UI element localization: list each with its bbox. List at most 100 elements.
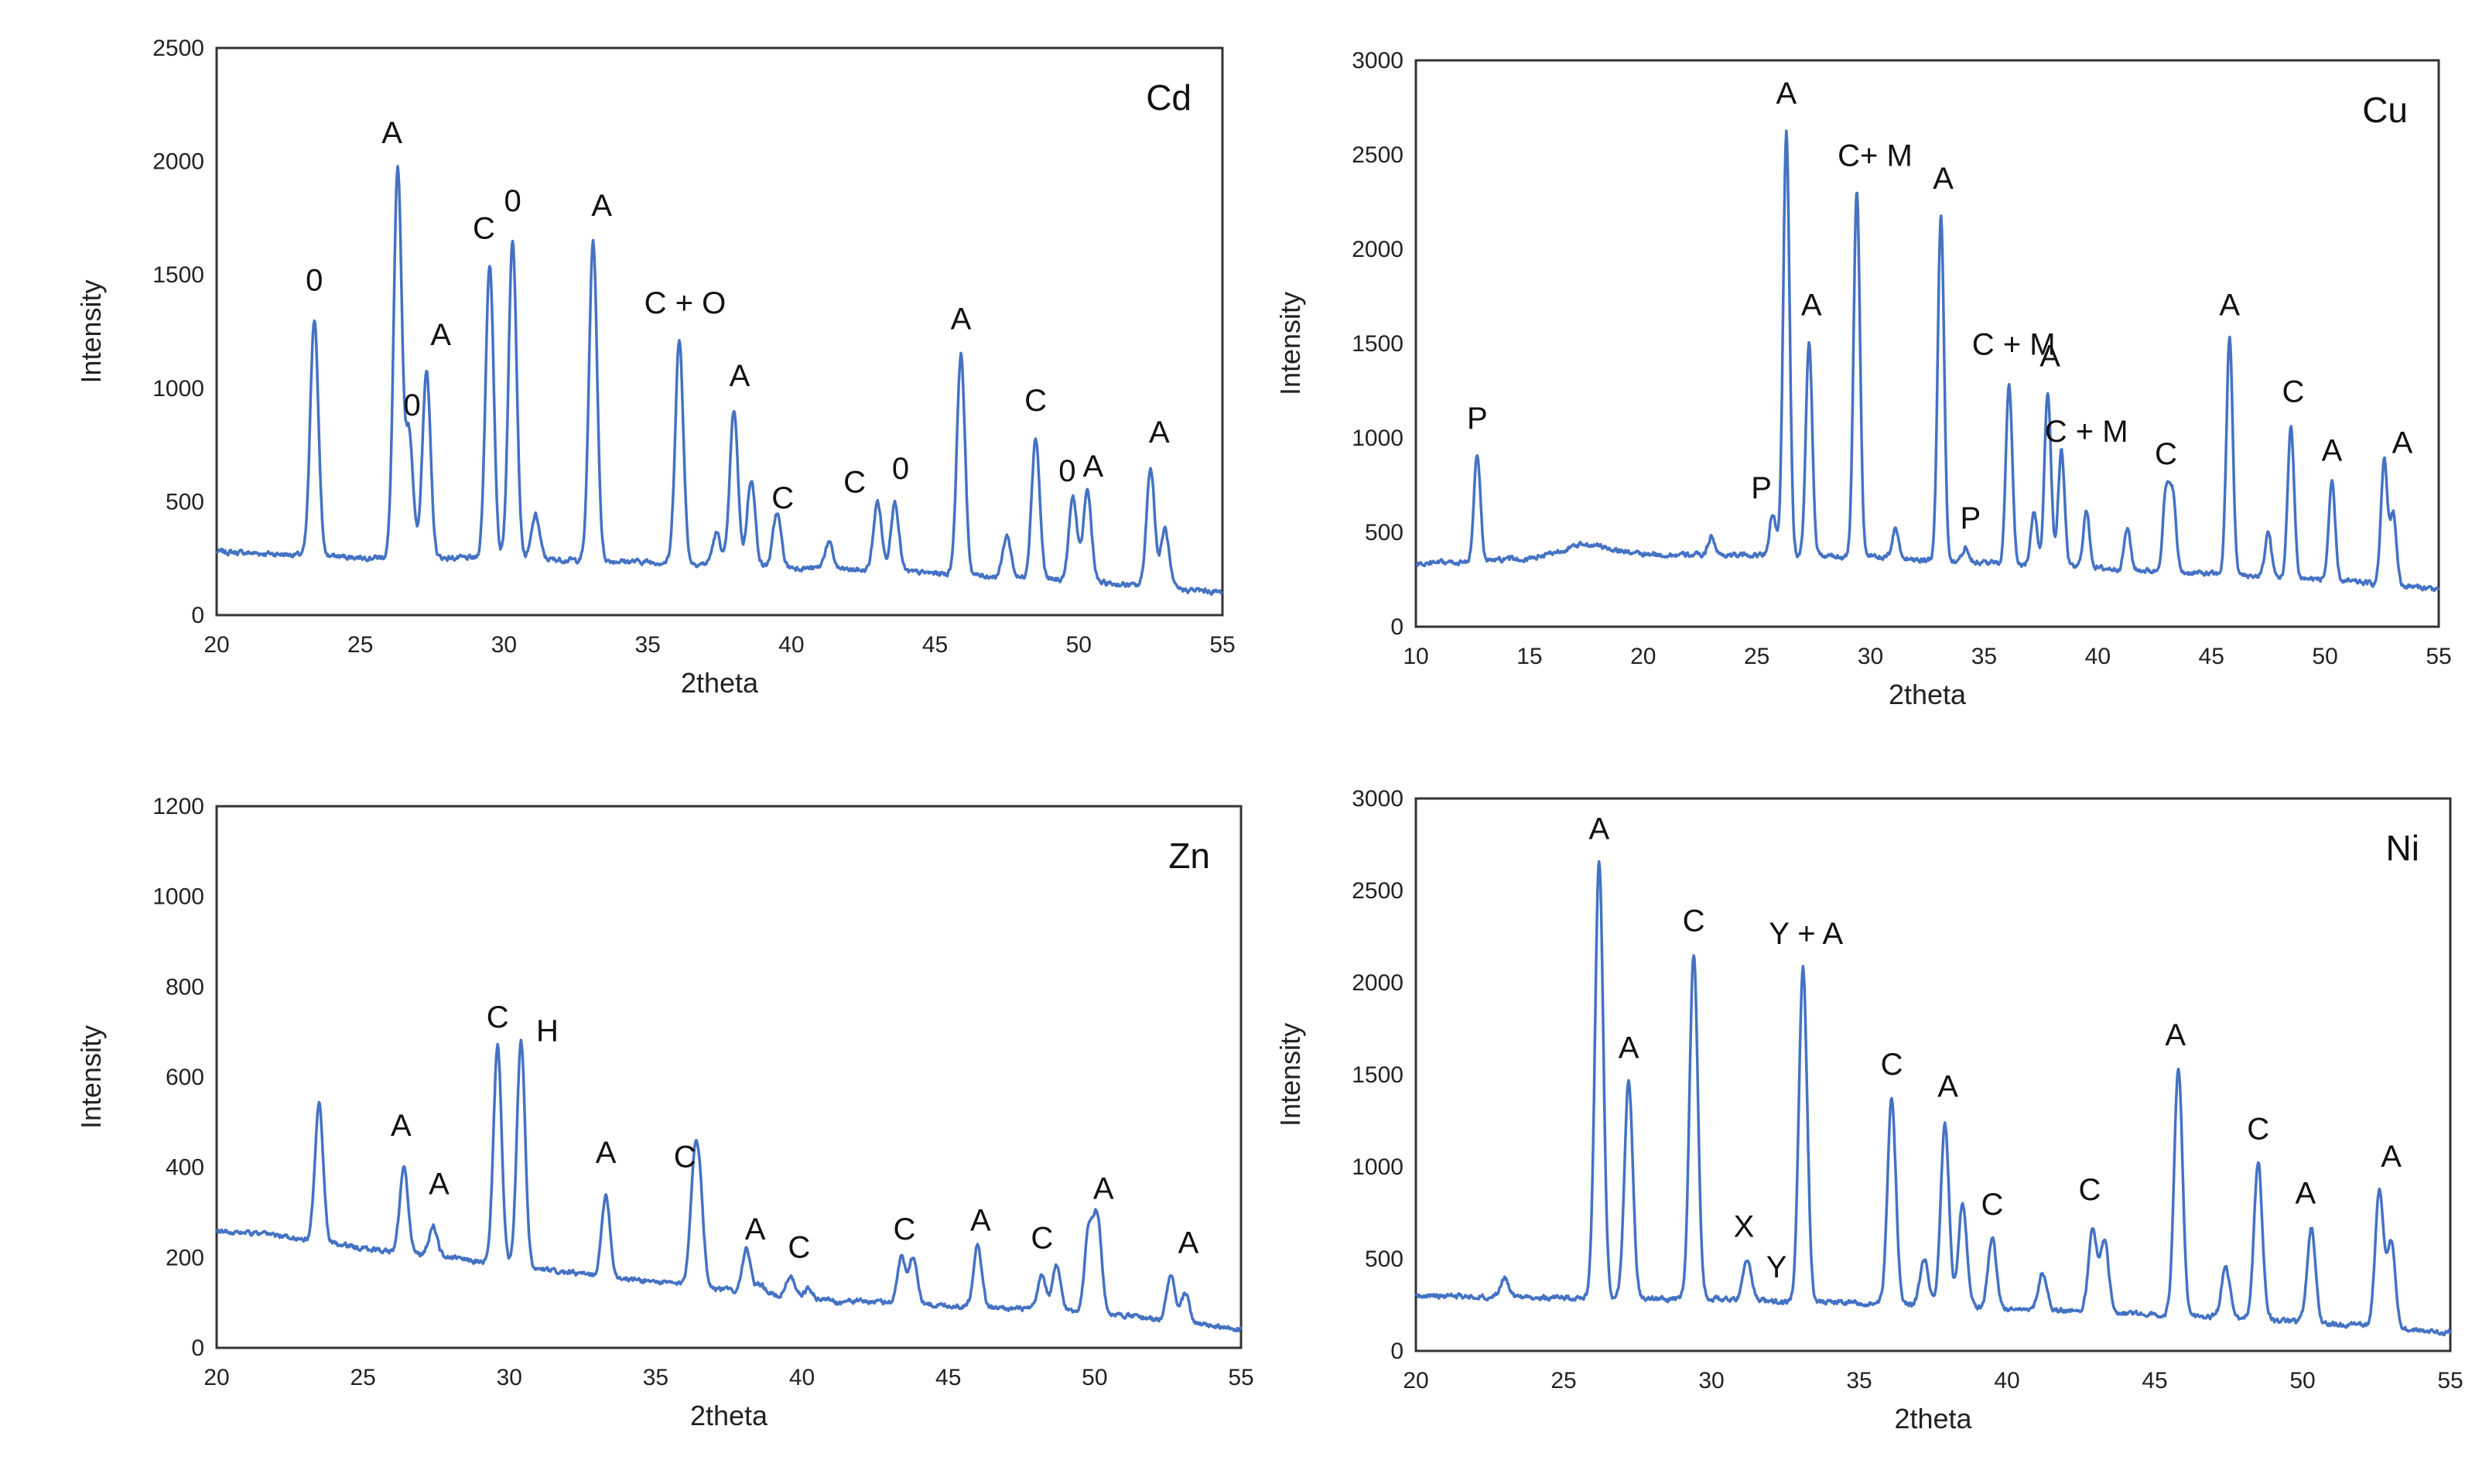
plot-frame: [1414, 797, 2452, 1352]
peak-annotation: C + O: [644, 286, 727, 320]
peak-annotation: 0: [1058, 454, 1075, 488]
y-tick-label: 2000: [1352, 237, 1403, 262]
peak-annotation: 0: [306, 264, 323, 298]
x-tick-label: 55: [2426, 644, 2451, 669]
y-axis-label: Intensity: [75, 279, 107, 383]
peak-annotation: C + M: [1972, 328, 2056, 362]
x-axis-label: 2theta: [681, 667, 759, 699]
chart-title: Ni: [2386, 828, 2419, 868]
x-tick-label: 10: [1403, 644, 1428, 669]
peak-annotation: P: [1751, 471, 1772, 505]
y-tick-label: 500: [1365, 520, 1403, 545]
peak-annotation: A: [2381, 1140, 2402, 1174]
peak-annotation: A: [2295, 1177, 2316, 1211]
x-tick-label: 30: [1698, 1368, 1724, 1393]
chart-title: Zn: [1168, 836, 1210, 876]
x-tick-label: 50: [1066, 632, 1092, 658]
y-tick-label: 0: [1390, 1339, 1403, 1364]
x-tick-label: 55: [1228, 1365, 1253, 1390]
x-tick-label: 25: [1744, 644, 1769, 669]
peak-annotation: H: [536, 1014, 559, 1048]
plot-frame: [215, 805, 1243, 1349]
x-tick-label: 40: [778, 632, 804, 658]
x-tick-label: 45: [922, 632, 948, 658]
peak-annotation: C: [1881, 1048, 1903, 1082]
peak-annotation: A: [1588, 812, 1609, 846]
y-tick-label: 1000: [152, 884, 204, 910]
peak-annotation: A: [1937, 1070, 1958, 1104]
peak-annotation: A: [2165, 1018, 2186, 1052]
x-tick-label: 40: [1994, 1368, 2019, 1393]
x-tick-label: 50: [2289, 1368, 2315, 1393]
peak-annotation: A: [1083, 450, 1104, 484]
x-tick-label: 25: [1550, 1368, 1576, 1393]
x-tick-label: 55: [1209, 632, 1235, 658]
peak-annotation: C: [1683, 904, 1705, 938]
y-axis-label: Intensity: [1274, 1023, 1306, 1127]
x-tick-label: 30: [491, 632, 517, 658]
peak-annotation: C: [771, 481, 794, 515]
peak-annotation: 0: [504, 184, 521, 218]
chart-cu: 0 500 1000 1500 2000 2500 3000 10 15 20 25 30 35 40 45…: [1274, 48, 2452, 710]
plot-frame: [215, 46, 1224, 617]
peak-annotation: 0: [403, 388, 420, 422]
x-tick-label: 50: [1082, 1365, 1107, 1390]
peak-annotation: C: [894, 1212, 916, 1246]
x-tick-label: 15: [1516, 644, 1542, 669]
y-tick-label: 2500: [1352, 878, 1403, 904]
peak-annotation: A: [1933, 162, 1954, 196]
y-tick-label: 1200: [152, 794, 204, 819]
peak-annotation: A: [1619, 1031, 1639, 1065]
peak-annotation: 0: [892, 452, 909, 486]
y-tick-label: 500: [1365, 1246, 1403, 1272]
peak-annotation: C: [1024, 384, 1047, 418]
x-tick-label: 45: [935, 1365, 961, 1390]
x-tick-label: 20: [1630, 644, 1656, 669]
x-tick-label: 20: [203, 1365, 229, 1390]
y-tick-label: 1500: [152, 262, 204, 288]
x-axis-label: 2theta: [1894, 1403, 1972, 1434]
peak-annotation: C: [473, 211, 495, 245]
x-tick-label: 35: [634, 632, 660, 658]
peak-annotation: A: [2322, 433, 2343, 467]
peak-annotation: C: [674, 1140, 696, 1175]
y-axis-label: Intensity: [1274, 292, 1306, 395]
peak-annotation: C + M: [2045, 415, 2128, 449]
x-axis-label: 2theta: [690, 1400, 768, 1431]
y-tick-label: 600: [166, 1065, 204, 1090]
peak-annotation: P: [1960, 501, 1981, 535]
peak-annotation: Y + A: [1769, 917, 1843, 951]
chart-title: Cd: [1146, 77, 1192, 118]
peak-annotation: C: [788, 1230, 810, 1264]
xrd-trace-line: [215, 165, 1224, 596]
peak-annotation: A: [970, 1203, 991, 1237]
peak-annotation: A: [1093, 1172, 1114, 1206]
peak-annotation: C: [843, 466, 866, 500]
x-tick-label: 40: [2085, 644, 2111, 669]
peak-annotation: A: [391, 1109, 412, 1143]
x-tick-label: 20: [1403, 1368, 1428, 1393]
xrd-trace-line: [1415, 129, 2440, 593]
y-tick-label: 1500: [1352, 1062, 1403, 1088]
peak-annotation: C+ M: [1838, 139, 1913, 173]
y-tick-label: 500: [166, 489, 204, 515]
peak-annotation: A: [429, 1168, 450, 1202]
y-tick-label: 200: [166, 1245, 204, 1270]
peak-annotation: A: [745, 1212, 766, 1246]
xrd-trace-line: [1414, 860, 2452, 1337]
peak-annotation: A: [1149, 415, 1170, 450]
x-tick-label: 30: [1858, 644, 1883, 669]
x-tick-label: 25: [350, 1365, 375, 1390]
x-tick-label: 40: [789, 1365, 815, 1390]
y-tick-label: 3000: [1352, 48, 1403, 74]
chart-title: Cu: [2362, 90, 2408, 130]
y-axis-label: Intensity: [75, 1025, 107, 1129]
peak-annotation: A: [381, 116, 402, 150]
y-tick-label: 400: [166, 1155, 204, 1181]
peak-annotation: A: [1178, 1226, 1199, 1260]
x-tick-label: 55: [2437, 1368, 2463, 1393]
y-tick-label: 0: [191, 1335, 204, 1361]
peak-annotation: C: [487, 1000, 509, 1034]
y-tick-label: 1000: [1352, 426, 1403, 451]
